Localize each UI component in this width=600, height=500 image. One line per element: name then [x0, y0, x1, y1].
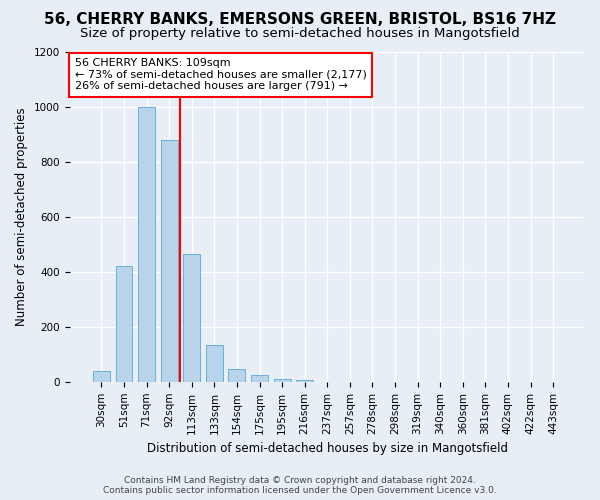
Bar	[93, 371, 110, 382]
Text: Contains HM Land Registry data © Crown copyright and database right 2024.
Contai: Contains HM Land Registry data © Crown c…	[103, 476, 497, 495]
Bar	[161, 140, 178, 382]
Bar	[296, 380, 313, 382]
Bar	[116, 266, 133, 382]
X-axis label: Distribution of semi-detached houses by size in Mangotsfield: Distribution of semi-detached houses by …	[147, 442, 508, 455]
Bar	[138, 106, 155, 382]
Bar	[251, 375, 268, 382]
Bar	[274, 378, 290, 382]
Y-axis label: Number of semi-detached properties: Number of semi-detached properties	[15, 108, 28, 326]
Text: Size of property relative to semi-detached houses in Mangotsfield: Size of property relative to semi-detach…	[80, 28, 520, 40]
Text: 56, CHERRY BANKS, EMERSONS GREEN, BRISTOL, BS16 7HZ: 56, CHERRY BANKS, EMERSONS GREEN, BRISTO…	[44, 12, 556, 28]
Bar	[229, 370, 245, 382]
Text: 56 CHERRY BANKS: 109sqm
← 73% of semi-detached houses are smaller (2,177)
26% of: 56 CHERRY BANKS: 109sqm ← 73% of semi-de…	[74, 58, 367, 92]
Bar	[183, 254, 200, 382]
Bar	[206, 344, 223, 382]
